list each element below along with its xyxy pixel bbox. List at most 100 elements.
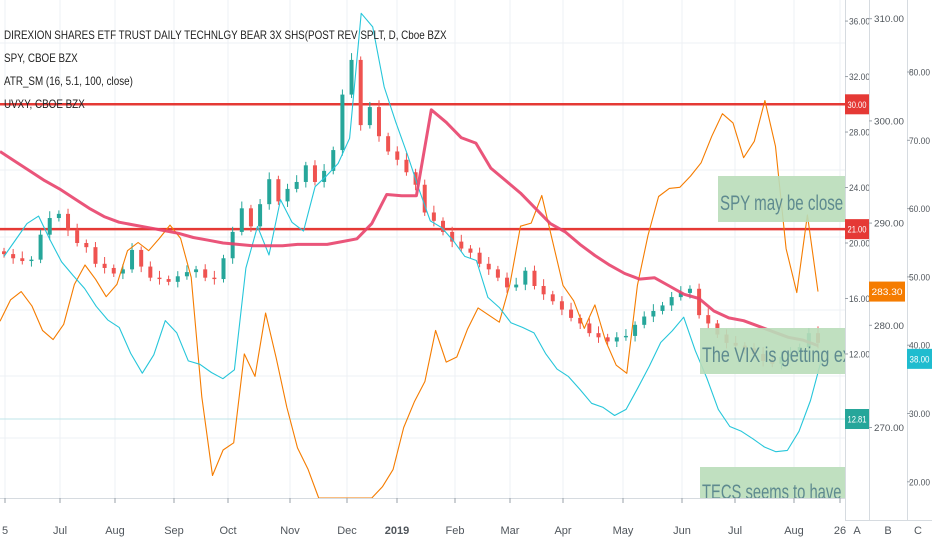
time-tick-5: Nov [280, 525, 300, 537]
candle-48 [441, 220, 446, 232]
candle-65 [596, 333, 601, 338]
legend-atr[interactable]: ATR_SM (16, 5.1, 100, close) [4, 74, 133, 88]
candle-70 [642, 316, 647, 325]
candle-53 [486, 263, 491, 270]
candle-31 [285, 188, 290, 202]
annotations: SPY may be close to The VIX is getting ex… [700, 176, 867, 504]
uvxy-tick-6: 80.00 [909, 68, 930, 79]
candle-7 [66, 213, 71, 231]
price-label-uvxy: 38.00 [907, 348, 932, 369]
candle-37 [340, 94, 345, 151]
atr-line [0, 108, 819, 348]
time-tick-8: Feb [446, 525, 465, 537]
time-tick-10: Apr [554, 525, 571, 537]
candle-58 [532, 270, 537, 286]
time-tick-7: 2019 [385, 525, 409, 537]
candle-33 [303, 165, 308, 182]
candle-4 [38, 234, 43, 260]
candle-51 [468, 248, 473, 253]
scale-button-a[interactable]: A [853, 525, 861, 537]
uvxy-tick-1: 30.00 [909, 409, 930, 420]
horizontal-lines [0, 103, 845, 231]
candle-75 [687, 288, 692, 293]
candle-44 [404, 159, 409, 173]
candle-13 [120, 269, 125, 274]
scale-button-c[interactable]: C [914, 525, 922, 537]
annotation-text-3: TECS seems to have bo [702, 481, 862, 504]
annotation-text-2: The VIX is getting excit [702, 344, 867, 367]
candle-68 [623, 335, 628, 338]
time-tick-13: Jul [728, 525, 742, 537]
tecs-tick-4: 28.00 [849, 128, 870, 139]
price-labels: 30.00 21.00 12.81 283.30 38.00 [845, 94, 932, 429]
series-lines [0, 12, 823, 499]
candle-77 [706, 315, 711, 324]
candle-57 [523, 270, 528, 285]
tecs-tick-2: 20.00 [849, 239, 870, 250]
candle-42 [386, 136, 391, 152]
uvxy-tick-2: 40.00 [909, 341, 930, 352]
tecs-tick-3: 24.00 [849, 183, 870, 194]
time-tick-4: Oct [219, 525, 236, 537]
uvxy-tick-5: 70.00 [909, 136, 930, 147]
legend-spy[interactable]: SPY, CBOE BZX [4, 51, 78, 65]
annotation-1[interactable]: SPY may be close to [718, 176, 860, 222]
candle-62 [569, 309, 574, 318]
uvxy-tick-3: 50.00 [909, 272, 930, 283]
annotation-box-1 [718, 176, 845, 222]
annotation-box-2 [700, 328, 845, 374]
spy-tick-6: 290.00 [874, 219, 904, 230]
tecs-tick-1: 16.00 [849, 294, 870, 305]
spy-tick-7: 300.00 [874, 116, 904, 127]
tecs-tick-0: 12.00 [849, 349, 870, 360]
time-tick-15: 26 [834, 525, 846, 537]
candle-39 [358, 59, 363, 126]
candle-41 [376, 107, 381, 137]
uvxy-tick-4: 60.00 [909, 204, 930, 215]
candle-2 [20, 258, 25, 262]
price-axes: 12.00 16.00 20.00 24.00 28.00 32.00 36.00 270.0… [845, 0, 932, 550]
candle-73 [669, 297, 674, 306]
svg-text:30.00: 30.00 [848, 100, 867, 111]
candle-8 [75, 230, 80, 243]
candle-47 [431, 212, 436, 221]
price-label-spy: 283.30 [869, 281, 905, 302]
spy-tick-4: 270.00 [874, 423, 904, 434]
candle-56 [514, 284, 519, 288]
scale-button-b[interactable]: B [884, 525, 891, 537]
candle-72 [660, 305, 665, 311]
time-tick-11: May [613, 525, 634, 537]
candle-27 [248, 208, 253, 227]
candle-23 [212, 277, 217, 280]
time-tick-3: Sep [164, 525, 184, 537]
candle-29 [267, 179, 272, 205]
svg-text:21.00: 21.00 [848, 225, 867, 236]
candle-10 [93, 247, 98, 264]
spy-line [0, 99, 819, 499]
annotation-box-3 [700, 467, 845, 498]
candle-24 [221, 258, 226, 280]
annotation-3[interactable]: TECS seems to have bo [700, 467, 862, 504]
time-tick-0: 5 [2, 525, 8, 537]
candle-50 [459, 241, 464, 249]
price-label-21: 21.00 [845, 219, 869, 240]
candle-36 [331, 150, 336, 171]
legend: DIREXION SHARES ETF TRUST DAILY TECHNLGY… [4, 24, 447, 116]
candle-0 [2, 251, 6, 255]
time-tick-6: Dec [337, 525, 357, 537]
candle-40 [367, 107, 372, 126]
candle-3 [29, 259, 34, 262]
candle-5 [47, 218, 52, 235]
candle-30 [276, 179, 281, 202]
grid [0, 0, 845, 498]
legend-uvxy[interactable]: UVXY, CBOE BZX [4, 97, 85, 111]
candle-9 [84, 243, 89, 248]
candle-20 [184, 272, 189, 277]
candle-1 [11, 254, 16, 259]
legend-tecs[interactable]: DIREXION SHARES ETF TRUST DAILY TECHNLGY… [4, 28, 447, 42]
annotation-2[interactable]: The VIX is getting excit [700, 328, 867, 374]
spy-tick-5: 280.00 [874, 321, 904, 332]
uvxy-line [3, 12, 823, 453]
